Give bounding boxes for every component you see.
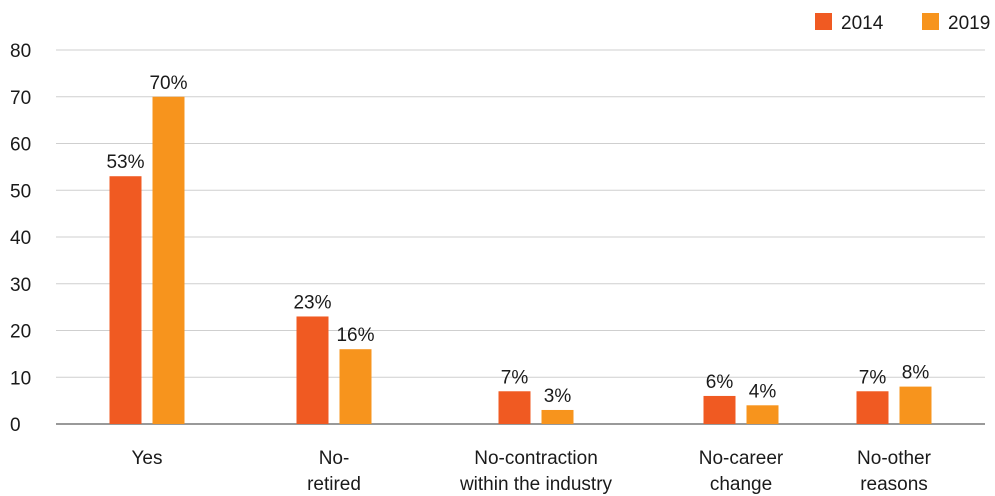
gridlines [56,49,985,425]
data-label: 16% [336,325,374,346]
y-axis: 0 10 20 30 40 50 60 70 80 [10,41,31,436]
y-tick-label: 40 [10,228,31,249]
bar-2019 [746,405,779,424]
x-category-label: retired [307,474,361,495]
legend-label: 2014 [841,13,884,34]
bar-2014 [856,391,889,424]
data-label: 7% [501,367,529,388]
y-tick-label: 10 [10,368,31,389]
x-category-label: No-other [857,448,932,469]
legend: 2014 2019 [815,13,990,34]
bar-2014 [296,316,329,424]
y-tick-label: 60 [10,135,31,156]
y-tick-label: 20 [10,322,31,343]
x-category-label: within the industry [459,474,613,495]
bar-2019 [541,409,574,424]
x-axis: Yes No-retired No-contraction within the in… [132,448,932,495]
x-category-label: change [710,474,772,495]
y-tick-label: 50 [10,181,31,202]
data-label: 8% [902,363,930,384]
x-category-label: No- [319,448,350,469]
legend-label: 2019 [948,13,990,34]
y-tick-label: 0 [10,415,21,436]
y-tick-label: 30 [10,275,31,296]
data-label: 70% [149,73,187,94]
data-label: 7% [859,367,887,388]
bar-2019 [339,349,372,424]
data-label: 6% [706,372,734,393]
y-tick-label: 70 [10,88,31,109]
data-label: 53% [106,152,144,173]
x-category-label: No-contraction [474,448,598,469]
bar-2019 [152,96,185,424]
legend-swatch-2014 [815,13,832,30]
x-category-label: No-career [699,448,784,469]
data-label: 23% [293,292,331,313]
x-category-label: Yes [132,448,163,469]
bars: 53% 70% 23%16% 7% 3% 6% 4% 7% 8% [106,73,932,424]
bar-2014 [703,395,736,424]
bar-2014 [109,176,142,424]
bar-2014 [498,391,531,424]
data-label: 4% [749,381,777,402]
x-category-label: reasons [860,474,928,495]
data-label: 3% [544,386,572,407]
y-tick-label: 80 [10,41,31,62]
bar-2019 [899,386,932,424]
legend-swatch-2019 [922,13,939,30]
